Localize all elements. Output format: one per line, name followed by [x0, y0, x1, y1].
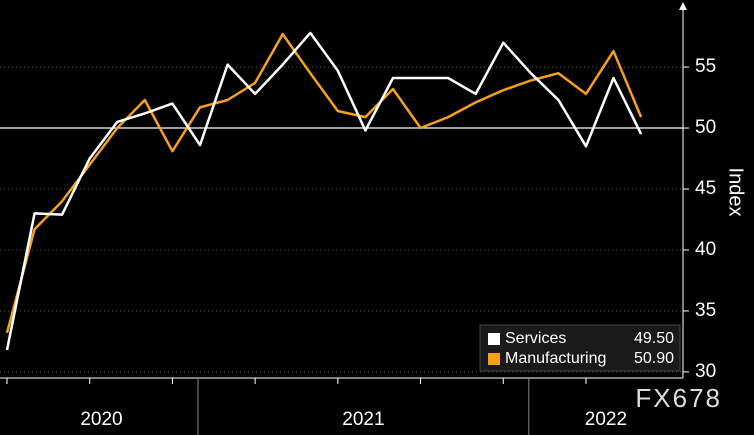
y-tick-label: 55: [695, 56, 716, 77]
legend-swatch: [488, 333, 500, 345]
legend-label: Services: [505, 330, 566, 347]
legend-value: 50.90: [634, 350, 674, 367]
y-tick-label: 30: [695, 361, 716, 382]
y-tick-label: 40: [695, 239, 716, 260]
y-axis-label: Index: [725, 168, 747, 217]
legend-value: 49.50: [634, 330, 674, 347]
line-series: [5, 31, 643, 351]
y-tick-label: 35: [695, 300, 716, 321]
year-label: 2021: [342, 409, 384, 430]
watermark: FX678: [635, 383, 722, 413]
legend-label: Manufacturing: [505, 350, 606, 367]
axis-arrow: [679, 2, 687, 10]
year-label: 2022: [585, 409, 627, 430]
y-tick-label: 50: [695, 117, 716, 138]
y-tick-label: 45: [695, 178, 716, 199]
legend-swatch: [488, 353, 500, 365]
legend: Services 49.50 Manufacturing 50.90: [479, 324, 681, 372]
year-label: 2020: [80, 409, 122, 430]
legend-box: [479, 324, 681, 372]
line-series: [5, 32, 643, 334]
